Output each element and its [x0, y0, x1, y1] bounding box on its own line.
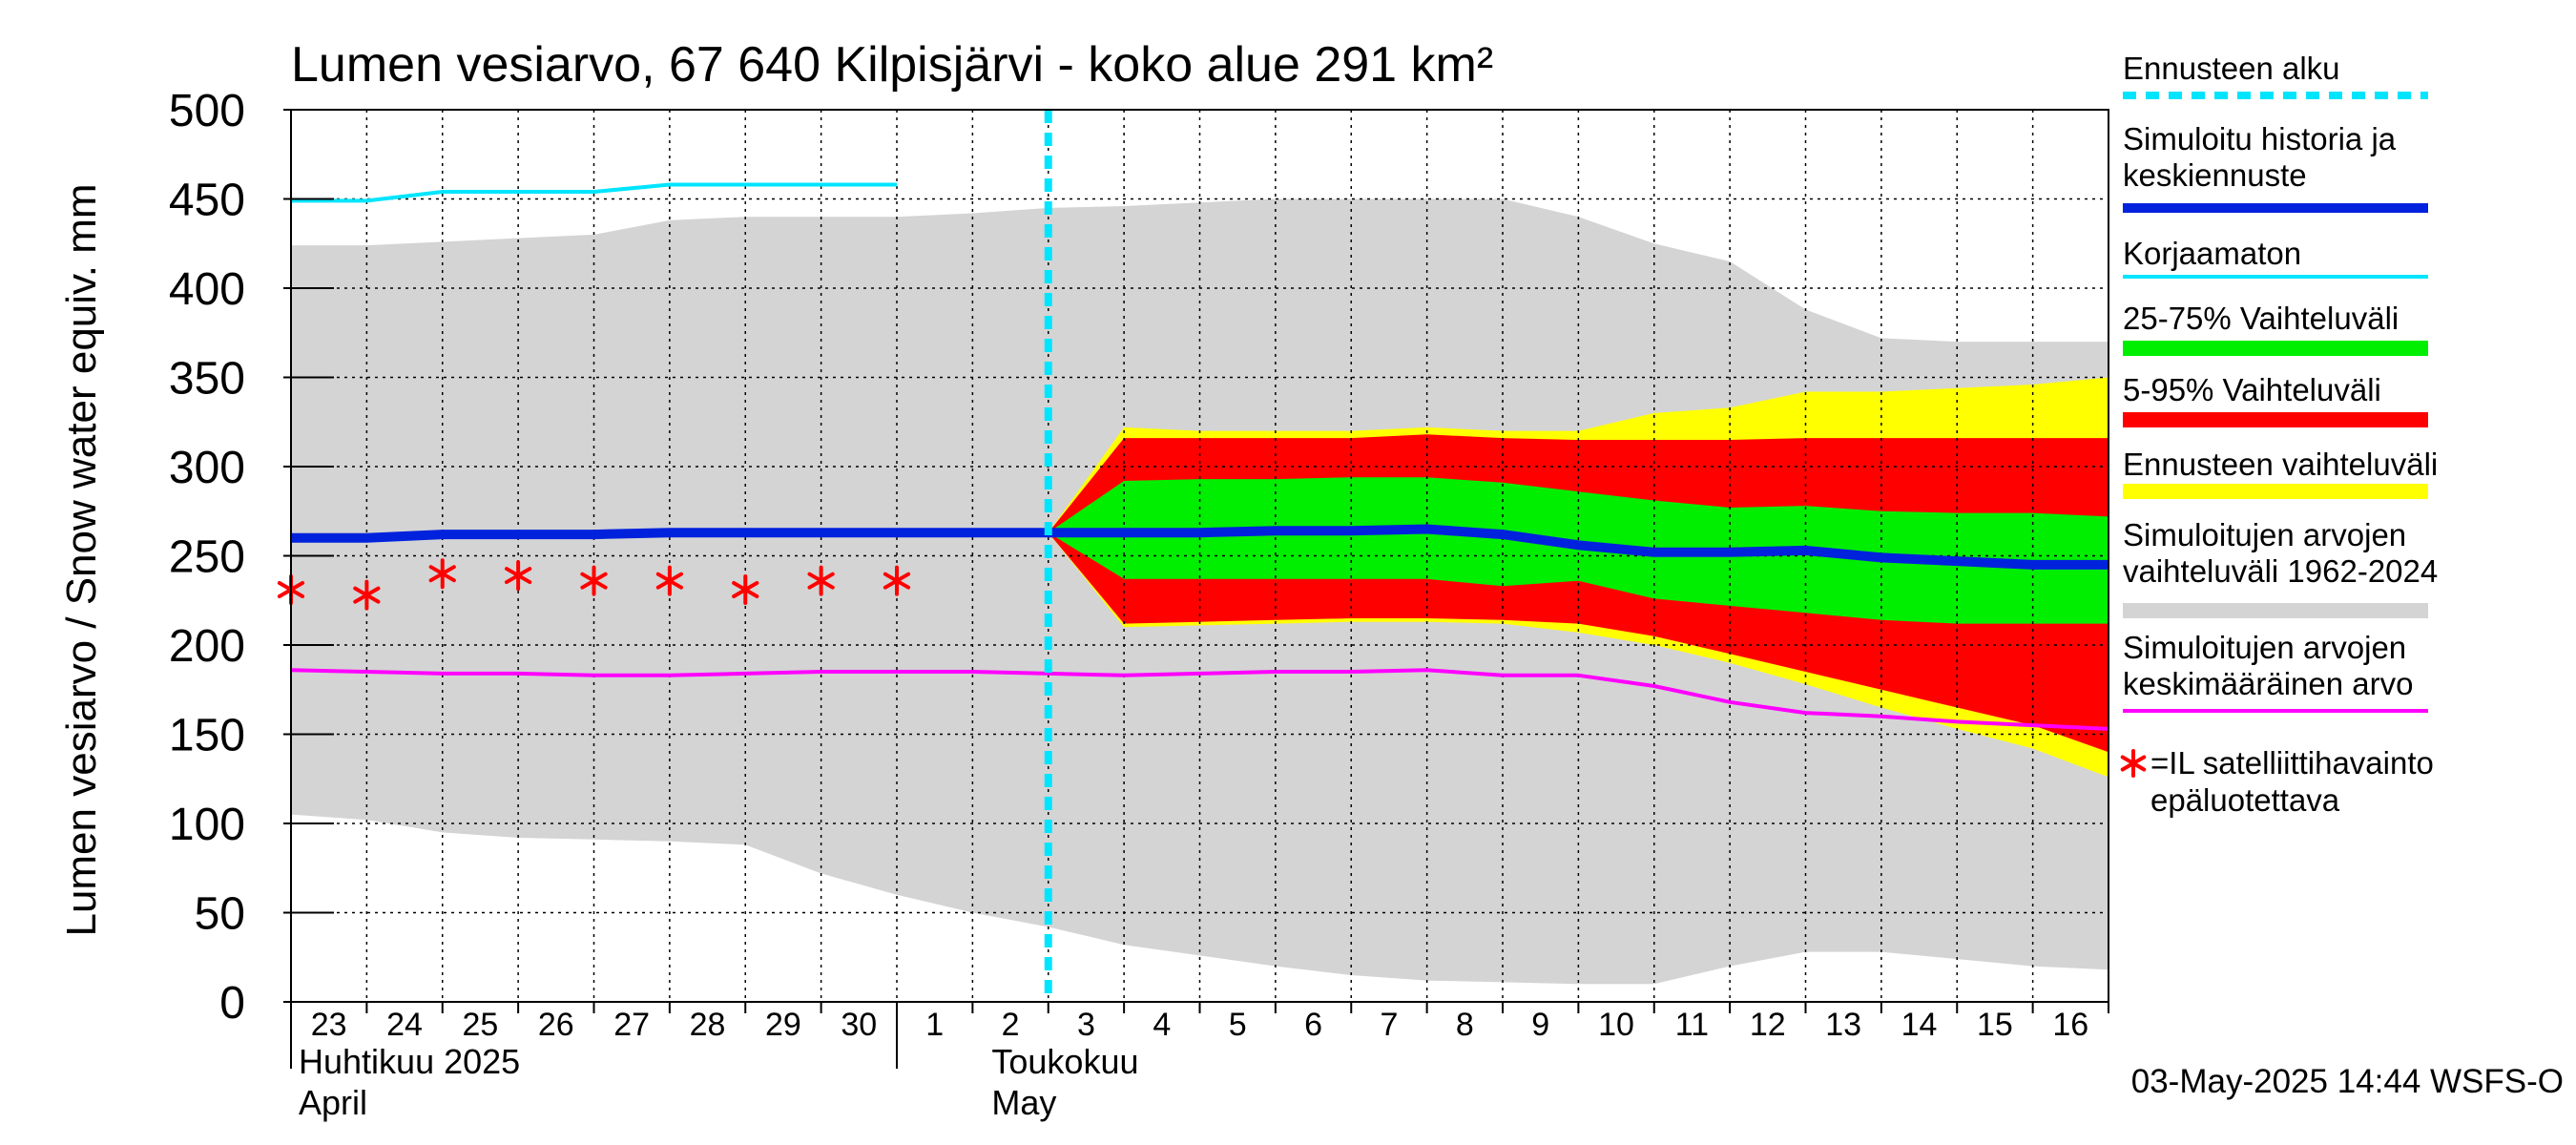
grid — [291, 110, 2109, 1002]
y-tick-label: 200 — [169, 621, 245, 672]
legend-label: Simuloitujen arvojen — [2123, 630, 2406, 665]
x-day-label: 29 — [765, 1007, 801, 1043]
legend-label: keskiennuste — [2123, 157, 2307, 193]
satellite-observation-marker — [580, 565, 608, 596]
y-axis-label: Lumen vesiarvo / Snow water equiv. mm — [58, 183, 105, 936]
x-day-label: 11 — [1675, 1007, 1709, 1043]
footer-timestamp: 03-May-2025 14:44 WSFS-O — [2131, 1063, 2564, 1100]
x-day-label: 14 — [1901, 1007, 1938, 1043]
x-day-label: 2 — [1002, 1007, 1020, 1043]
x-day-label: 9 — [1531, 1007, 1549, 1043]
legend-label: vaihteluväli 1962-2024 — [2123, 553, 2438, 589]
y-tick-label: 250 — [169, 532, 245, 583]
y-tick-label: 150 — [169, 711, 245, 761]
x-day-label: 4 — [1153, 1007, 1171, 1043]
legend-swatch — [2123, 412, 2428, 427]
satellite-observation-marker — [505, 560, 532, 592]
legend-label: Simuloitujen arvojen — [2123, 517, 2406, 552]
x-day-label: 6 — [1304, 1007, 1322, 1043]
legend-swatch — [2123, 484, 2428, 499]
x-day-label: 26 — [538, 1007, 574, 1043]
x-day-label: 1 — [925, 1007, 944, 1043]
legend-label: =IL satelliittihavainto — [2150, 745, 2434, 781]
y-tick-label: 500 — [169, 86, 245, 136]
series-line-simuloitujen-arvojen-keskim-r-inen-arvo — [290, 668, 2109, 731]
legend-swatch — [2123, 603, 2428, 618]
x-day-label: 3 — [1077, 1007, 1095, 1043]
x-day-label: 25 — [463, 1007, 499, 1043]
band-25-75-vaihteluv-li — [1048, 477, 2109, 624]
legend-label: 25-75% Vaihteluväli — [2123, 301, 2399, 336]
y-tick-label: 0 — [219, 978, 245, 1029]
x-day-label: 27 — [613, 1007, 650, 1043]
y-tick-label: 350 — [169, 354, 245, 405]
satellite-observation-marker — [732, 574, 759, 606]
legend-marker — [2120, 749, 2147, 778]
x-day-label: 5 — [1229, 1007, 1247, 1043]
satellite-observation-marker — [807, 565, 835, 596]
x-day-label: 13 — [1825, 1007, 1861, 1043]
y-tick-label: 100 — [169, 800, 245, 850]
month-label-english: April — [299, 1083, 367, 1122]
month-label-english: May — [991, 1083, 1056, 1122]
legend-swatch — [2123, 341, 2428, 356]
x-day-label: 8 — [1456, 1007, 1474, 1043]
legend-label: 5-95% Vaihteluväli — [2123, 372, 2381, 407]
y-tick-label: 400 — [169, 264, 245, 315]
month-label: Huhtikuu 2025 — [299, 1042, 520, 1081]
chart-title: Lumen vesiarvo, 67 640 Kilpisjärvi - kok… — [291, 37, 1493, 93]
satellite-observation-marker — [655, 565, 683, 596]
x-day-label: 28 — [690, 1007, 726, 1043]
satellite-observation-marker — [353, 579, 381, 611]
series-line-simuloitu-historia-ja-keskiennuste — [291, 524, 2109, 570]
x-day-label: 10 — [1598, 1007, 1634, 1043]
x-day-label: 23 — [311, 1007, 347, 1043]
x-day-label: 24 — [386, 1007, 423, 1043]
x-day-label: 15 — [1977, 1007, 2013, 1043]
month-label: Toukokuu — [991, 1042, 1138, 1081]
satellite-observation-marker — [883, 565, 911, 596]
y-tick-label: 50 — [195, 889, 245, 940]
x-day-label: 16 — [2052, 1007, 2088, 1043]
x-day-label: 7 — [1380, 1007, 1398, 1043]
legend-label: Simuloitu historia ja — [2123, 121, 2397, 156]
x-day-label: 30 — [841, 1007, 877, 1043]
legend-label: Ennusteen vaihteluväli — [2123, 447, 2438, 482]
y-tick-label: 300 — [169, 443, 245, 493]
series-line-korjaamaton — [291, 182, 897, 203]
y-tick-label: 450 — [169, 176, 245, 226]
legend-label: Ennusteen alku — [2123, 51, 2340, 86]
legend-label: epäluotettava — [2150, 782, 2340, 818]
legend-label: Korjaamaton — [2123, 236, 2301, 271]
x-day-label: 12 — [1750, 1007, 1786, 1043]
satellite-observation-marker — [428, 558, 456, 590]
legend-label: keskimääräinen arvo — [2123, 666, 2413, 701]
plot-area — [277, 110, 2109, 1002]
